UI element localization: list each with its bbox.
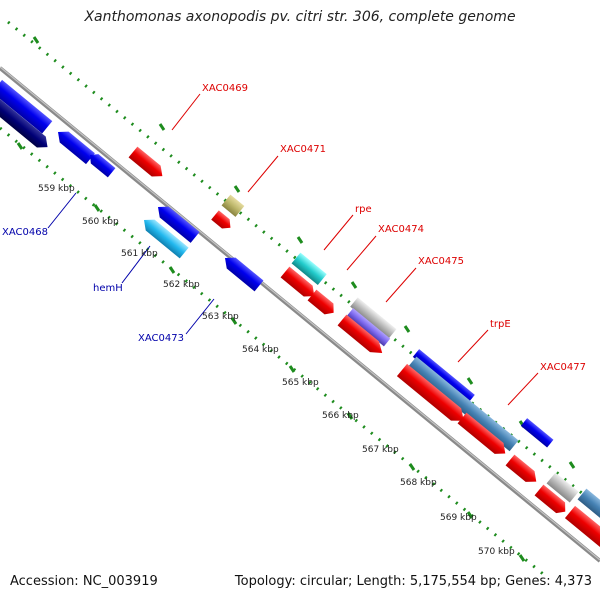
tick-mark (518, 554, 526, 562)
genome-summary: Topology: circular; Length: 5,175,554 bp… (234, 574, 592, 589)
gene-arrow-forward[interactable] (520, 418, 554, 448)
tick-mark (350, 281, 358, 289)
kbp-labels: 559 kbp 560 kbp 561 kbp 562 kbp 563 kbp … (38, 184, 515, 557)
tick-mark (346, 412, 354, 420)
gene-arrow-forward[interactable] (350, 297, 397, 339)
leader-line (47, 192, 77, 229)
gene-arrow-forward[interactable] (564, 505, 600, 550)
gene-arrow-forward[interactable] (291, 252, 327, 285)
gene-label-xac0471[interactable]: XAC0471 (280, 144, 326, 155)
gene-arrow-forward[interactable] (211, 210, 234, 232)
gene-label-rpe[interactable]: rpe (355, 204, 372, 215)
tick-marks (16, 36, 576, 562)
gene-label-xac0468[interactable]: XAC0468 (2, 227, 48, 238)
tick-mark (408, 463, 416, 471)
leader-line (385, 267, 417, 303)
tick-mark (288, 365, 296, 373)
leader-line (507, 372, 539, 406)
kbp-label: 559 kbp (38, 184, 75, 194)
leader-line (247, 155, 279, 193)
kbp-label: 563 kbp (202, 312, 239, 322)
leader-lines (47, 93, 539, 406)
tick-mark (403, 325, 411, 333)
gene-arrows (0, 79, 600, 550)
gene-arrow-forward[interactable] (396, 363, 469, 427)
gene-arrow-forward[interactable] (412, 349, 475, 403)
gene-arrow-reverse[interactable] (54, 127, 95, 165)
gene-arrow-forward[interactable] (457, 412, 510, 459)
tick-mark (568, 461, 576, 469)
gene-label-xac0473[interactable]: XAC0473 (138, 333, 184, 344)
kbp-label: 560 kbp (82, 217, 119, 227)
gene-label-hemh[interactable]: hemH (93, 283, 123, 294)
gene-arrow-forward[interactable] (346, 308, 391, 347)
leader-line (171, 93, 201, 131)
dotted-track-inner (0, 126, 549, 580)
kbp-label: 569 kbp (440, 513, 477, 523)
kbp-label: 567 kbp (362, 445, 399, 455)
tick-mark (296, 236, 304, 244)
gene-arrow-forward[interactable] (307, 289, 339, 319)
gene-label-xac0474[interactable]: XAC0474 (378, 224, 424, 235)
kbp-label: 562 kbp (163, 280, 200, 290)
tick-mark (158, 123, 166, 131)
tick-mark (233, 185, 241, 193)
gene-label-trpe[interactable]: trpE (490, 319, 511, 330)
gene-labels: XAC0469 XAC0471 rpe XAC0474 XAC0475 trpE… (2, 83, 586, 373)
tick-mark (16, 142, 24, 150)
tick-mark (466, 511, 474, 519)
gene-arrow-forward[interactable] (280, 266, 319, 302)
tick-mark (32, 36, 40, 44)
leader-line (185, 298, 215, 335)
kbp-label: 561 kbp (121, 249, 158, 259)
kbp-label: 564 kbp (242, 345, 279, 355)
gene-label-xac0475[interactable]: XAC0475 (418, 256, 464, 267)
kbp-label: 570 kbp (478, 547, 515, 557)
gene-label-xac0477[interactable]: XAC0477 (540, 362, 586, 373)
tick-mark (93, 204, 101, 212)
gene-arrow-forward[interactable] (546, 472, 579, 503)
gene-arrow-reverse[interactable] (140, 215, 189, 259)
kbp-label: 568 kbp (400, 478, 437, 488)
gene-arrow-reverse[interactable] (86, 150, 116, 178)
leader-line (121, 245, 151, 284)
leader-line (323, 214, 354, 251)
tick-mark (230, 317, 238, 325)
tick-mark (168, 266, 176, 274)
gene-arrow-forward[interactable] (577, 488, 600, 519)
accession-label: Accession: NC_003919 (10, 574, 158, 589)
genome-title: Xanthomonas axonopodis pv. citri str. 30… (84, 9, 516, 25)
gene-arrow-forward[interactable] (128, 146, 167, 182)
genome-backbone-highlight (0, 66, 600, 561)
gene-arrow-forward[interactable] (505, 454, 541, 487)
gene-arrow-reverse[interactable] (0, 79, 53, 134)
gene-arrow-reverse[interactable] (221, 253, 264, 292)
gene-label-xac0469[interactable]: XAC0469 (202, 83, 248, 94)
leader-line (457, 329, 489, 363)
tick-mark (466, 377, 474, 385)
gene-arrow-forward[interactable] (534, 484, 570, 517)
gene-arrow-reverse[interactable] (0, 98, 52, 153)
gene-arrow-forward[interactable] (407, 356, 519, 452)
kbp-label: 566 kbp (322, 411, 359, 421)
gene-arrow-forward[interactable] (221, 194, 245, 217)
leader-line (346, 235, 377, 271)
gene-arrow-reverse[interactable] (154, 202, 200, 243)
genome-backbone (0, 66, 600, 563)
gene-arrow-forward[interactable] (337, 314, 387, 359)
track-layer (0, 20, 600, 580)
kbp-label: 565 kbp (282, 378, 319, 388)
